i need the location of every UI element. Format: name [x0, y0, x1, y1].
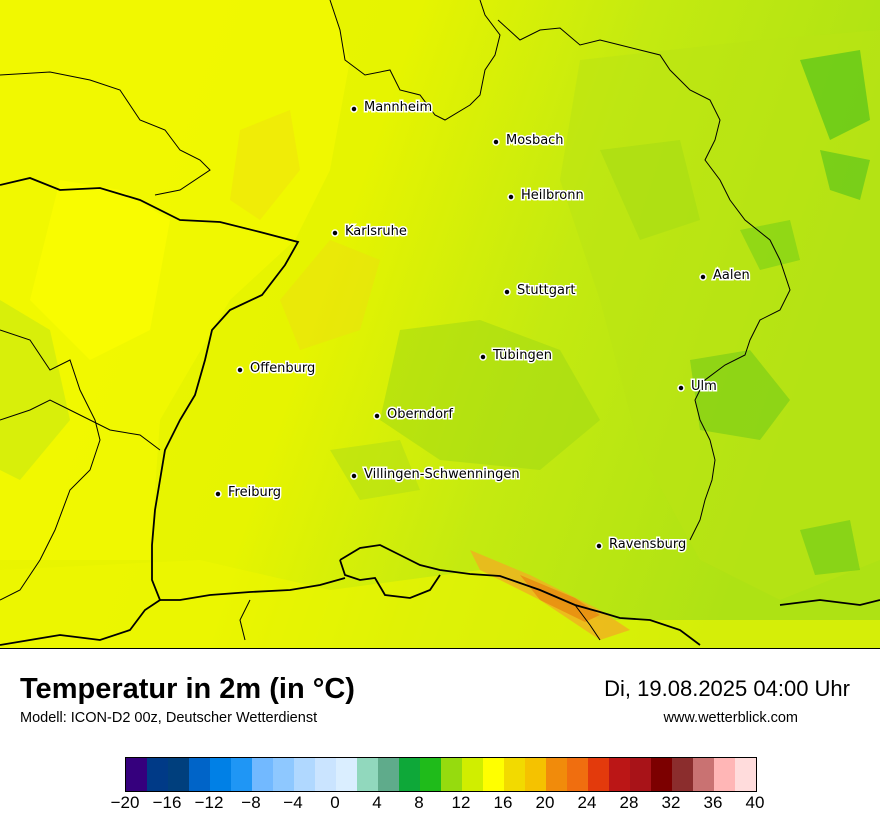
colorbar-tick-label: −8 — [241, 793, 261, 812]
city-dot — [507, 193, 515, 201]
website-credit: www.wetterblick.com — [663, 710, 798, 726]
city-freiburg[interactable]: Freiburg — [214, 484, 283, 502]
colorbar-cell — [504, 758, 525, 791]
colorbar-tick-label: −20 — [110, 793, 140, 812]
colorbar-cell — [714, 758, 735, 791]
colorbar-cell — [462, 758, 483, 791]
city-label: Heilbronn — [521, 188, 584, 203]
city-label: Villingen-Schwenningen — [364, 467, 520, 482]
colorbar-tick-label: 16 — [493, 793, 513, 812]
colorbar-tick-label: 28 — [619, 793, 639, 812]
colorbar-tick-label: 40 — [745, 793, 765, 812]
temperature-colorbar — [125, 757, 757, 792]
colorbar-tick-label: 32 — [661, 793, 681, 812]
colorbar-cell — [273, 758, 294, 791]
city-label: Oberndorf — [387, 407, 453, 422]
colorbar-cell — [399, 758, 420, 791]
colorbar-cell — [483, 758, 504, 791]
chart-title: Temperatur in 2m (in °C) — [20, 673, 355, 705]
colorbar-cell — [735, 758, 756, 791]
colorbar-cell — [231, 758, 252, 791]
city-dot — [236, 366, 244, 374]
city-markers: Mannheim Mosbach Heilbronn Karlsruhe Aal… — [214, 99, 751, 554]
colorbar-cell — [357, 758, 378, 791]
colorbar-tick-label: 8 — [414, 793, 424, 812]
colorbar-cell — [126, 758, 147, 791]
colorbar-tick-label: 12 — [451, 793, 471, 812]
colorbar-cell — [609, 758, 630, 791]
city-label: Karlsruhe — [345, 224, 407, 239]
colorbar-tick-label: 36 — [703, 793, 723, 812]
state-borders — [0, 0, 791, 641]
colorbar-tick-label: 4 — [372, 793, 382, 812]
city-offenburg[interactable]: Offenburg — [236, 360, 317, 378]
colorbar-cell — [189, 758, 210, 791]
city-ulm[interactable]: Ulm — [677, 378, 718, 396]
city-heilbronn[interactable]: Heilbronn — [507, 187, 585, 205]
city-label: Tübingen — [492, 348, 552, 363]
map-canvas: Mannheim Mosbach Heilbronn Karlsruhe Aal… — [0, 0, 880, 648]
city-dot — [595, 542, 603, 550]
colorbar-tick-label: 24 — [577, 793, 597, 812]
city-dot — [479, 353, 487, 361]
colorbar-cell — [630, 758, 651, 791]
colorbar-tick-label: −4 — [283, 793, 303, 812]
city-ravensburg[interactable]: Ravensburg — [595, 536, 688, 554]
city-dot — [503, 288, 511, 296]
city-dot — [214, 490, 222, 498]
city-label: Stuttgart — [517, 283, 575, 298]
temperature-map: Mannheim Mosbach Heilbronn Karlsruhe Aal… — [0, 0, 880, 649]
city-aalen[interactable]: Aalen — [699, 267, 751, 285]
city-label: Freiburg — [228, 485, 281, 500]
colorbar-tick-label: 20 — [535, 793, 555, 812]
colorbar-cell — [567, 758, 588, 791]
colorbar-cell — [252, 758, 273, 791]
city-dot — [331, 229, 339, 237]
colorbar-ticks: −20 −16 −12 −8 −4 0 4 8 12 16 20 24 28 32 36 40 — [0, 793, 880, 817]
city-label: Ulm — [691, 379, 717, 394]
colorbar-cell — [147, 758, 168, 791]
colorbar-cell — [420, 758, 441, 791]
city-dot — [492, 138, 500, 146]
colorbar-cell — [525, 758, 546, 791]
colorbar-cell — [168, 758, 189, 791]
city-dot — [350, 105, 358, 113]
city-label: Aalen — [713, 268, 750, 283]
colorbar-cell — [651, 758, 672, 791]
colorbar-cell — [546, 758, 567, 791]
colorbar-cell — [315, 758, 336, 791]
city-mosbach[interactable]: Mosbach — [492, 132, 565, 150]
city-villingen-schwenningen[interactable]: Villingen-Schwenningen — [350, 466, 521, 484]
city-oberndorf[interactable]: Oberndorf — [373, 406, 455, 424]
colorbar-tick-label: −16 — [152, 793, 182, 812]
colorbar-tick-label: 0 — [330, 793, 340, 812]
colorbar-tick-label: −12 — [194, 793, 224, 812]
city-karlsruhe[interactable]: Karlsruhe — [331, 223, 408, 241]
colorbar-cell — [693, 758, 714, 791]
colorbar-cell — [336, 758, 357, 791]
city-label: Offenburg — [250, 361, 315, 376]
city-dot — [373, 412, 381, 420]
model-info: Modell: ICON-D2 00z, Deutscher Wetterdie… — [20, 710, 318, 726]
city-dot — [350, 472, 358, 480]
colorbar-cell — [672, 758, 693, 791]
colorbar-cell — [378, 758, 399, 791]
colorbar-cell — [588, 758, 609, 791]
forecast-datetime: Di, 19.08.2025 04:00 Uhr — [604, 676, 850, 701]
cool-zones — [0, 30, 880, 600]
city-label: Ravensburg — [609, 537, 686, 552]
city-label: Mosbach — [506, 133, 564, 148]
colorbar-cell — [441, 758, 462, 791]
city-mannheim[interactable]: Mannheim — [350, 99, 434, 117]
colorbar-cell — [210, 758, 231, 791]
city-stuttgart[interactable]: Stuttgart — [503, 282, 577, 300]
city-label: Mannheim — [364, 100, 432, 115]
city-dot — [677, 384, 685, 392]
city-tuebingen[interactable]: Tübingen — [479, 347, 554, 365]
colorbar-cell — [294, 758, 315, 791]
city-dot — [699, 273, 707, 281]
country-borders — [0, 177, 880, 646]
